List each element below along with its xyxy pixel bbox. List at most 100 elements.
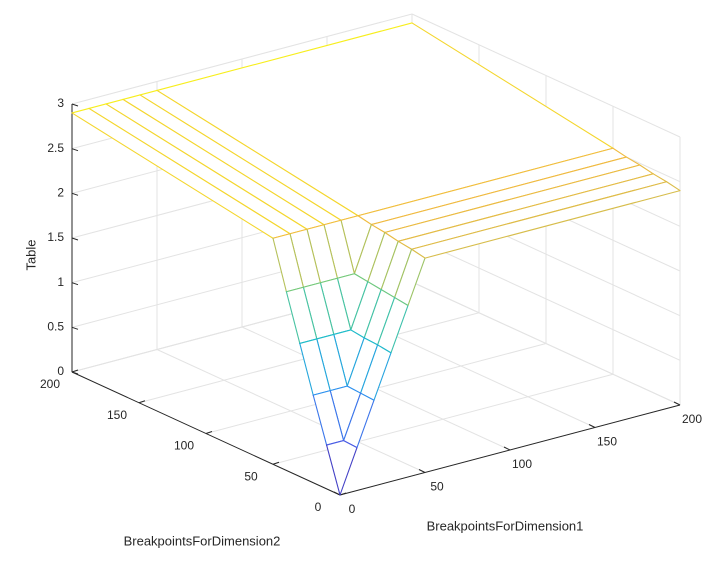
mesh-face xyxy=(347,337,378,394)
mesh-face xyxy=(377,297,408,353)
x-tick xyxy=(588,424,596,428)
mesh-face xyxy=(324,220,355,279)
mesh-edge xyxy=(377,344,392,354)
mesh-face xyxy=(343,393,374,448)
x-axis-label: BreakpointsForDimension1 xyxy=(427,518,584,533)
y-tick-label: 50 xyxy=(244,469,258,483)
mesh-edge xyxy=(105,103,308,230)
mesh-face xyxy=(381,241,412,298)
mesh-face xyxy=(307,224,338,283)
mesh-edge xyxy=(272,233,291,239)
mesh-edge xyxy=(424,190,681,259)
mesh-face xyxy=(290,229,321,288)
mesh-edge xyxy=(639,164,654,175)
mesh-edge xyxy=(323,219,342,226)
mesh-edge xyxy=(105,98,124,105)
mesh-edge xyxy=(139,89,158,96)
mesh-face xyxy=(354,224,385,282)
mesh-face xyxy=(72,108,290,239)
mesh-edge xyxy=(285,286,304,293)
mesh-edge xyxy=(319,282,335,335)
z-tick-label: 0 xyxy=(57,364,64,378)
mesh-edge xyxy=(333,329,352,335)
mesh-edge xyxy=(350,281,369,331)
mesh-edge xyxy=(302,286,318,340)
mesh-edge xyxy=(397,173,654,242)
mesh-face xyxy=(384,165,654,242)
mesh-edge xyxy=(323,224,338,279)
mesh-edge xyxy=(666,181,681,192)
mesh-edge xyxy=(336,277,352,331)
mesh-edge xyxy=(340,219,355,275)
y-tick xyxy=(205,431,213,434)
mesh-face xyxy=(333,329,365,387)
mesh-edge xyxy=(346,385,362,394)
y-tick-label: 150 xyxy=(107,408,127,422)
z-tick-label: 0.5 xyxy=(47,320,64,334)
mesh-edge xyxy=(340,215,359,221)
mesh-edge xyxy=(384,231,399,242)
mesh-edge xyxy=(306,224,325,230)
mesh-edge xyxy=(370,156,627,226)
mesh-edge xyxy=(333,333,348,387)
mesh-face xyxy=(286,287,317,344)
mesh-face xyxy=(360,344,391,401)
y-tick-label: 100 xyxy=(174,439,194,453)
mesh-edge xyxy=(289,228,308,235)
mesh-edge xyxy=(377,296,396,346)
mesh-edge xyxy=(394,296,409,307)
mesh-face xyxy=(341,215,372,274)
mesh-edge xyxy=(299,342,314,396)
mesh-edge xyxy=(302,282,321,288)
mesh-edge xyxy=(363,337,379,346)
mesh-edge xyxy=(312,394,328,446)
mesh-face xyxy=(106,99,324,230)
y-tick xyxy=(138,400,146,404)
x-tick xyxy=(673,401,681,406)
mesh-face xyxy=(303,282,334,339)
mesh-edge xyxy=(357,147,614,217)
mesh-edge xyxy=(122,98,325,226)
x-tick-label: 50 xyxy=(430,480,444,494)
x-tick xyxy=(333,491,341,496)
mesh-edge xyxy=(343,392,362,442)
mesh-edge xyxy=(360,392,375,401)
mesh-edge xyxy=(285,291,301,344)
x-tick-label: 0 xyxy=(349,502,356,516)
z-tick-label: 3 xyxy=(57,96,64,110)
mesh-edge xyxy=(625,156,641,166)
mesh-edge xyxy=(411,22,614,149)
mesh-face xyxy=(320,278,351,335)
z-tick xyxy=(71,282,79,286)
mesh-face xyxy=(358,148,627,225)
mesh-edge xyxy=(156,89,359,217)
x-tick-label: 200 xyxy=(682,412,702,426)
mesh-face xyxy=(371,157,640,233)
mesh-edge xyxy=(316,333,335,340)
y-tick-label: 0 xyxy=(315,500,322,514)
mesh-edge xyxy=(411,248,426,259)
z-axis-label: Table xyxy=(23,239,38,270)
mesh-face xyxy=(157,22,613,216)
mesh-edge xyxy=(356,399,375,449)
z-tick xyxy=(71,192,79,196)
mesh-edge xyxy=(343,440,358,449)
z-tick-label: 2.5 xyxy=(47,141,64,155)
mesh-edge xyxy=(88,107,291,235)
z-tick xyxy=(71,371,79,375)
z-tick-label: 1 xyxy=(57,275,64,289)
z-tick-label: 2 xyxy=(57,186,64,200)
mesh-edge xyxy=(122,94,141,100)
x-tick-label: 150 xyxy=(597,435,617,449)
mesh-edge xyxy=(346,337,365,387)
x-tick-label: 100 xyxy=(512,457,532,471)
mesh-edge xyxy=(367,281,382,291)
mesh-face xyxy=(411,181,680,259)
y-tick-label: 200 xyxy=(40,377,60,391)
mesh-face xyxy=(350,281,382,338)
mesh-edge xyxy=(612,147,627,158)
mesh-face xyxy=(364,289,395,345)
mesh-edge xyxy=(353,224,372,275)
mesh-edge xyxy=(380,240,399,291)
y-tick xyxy=(71,369,79,373)
